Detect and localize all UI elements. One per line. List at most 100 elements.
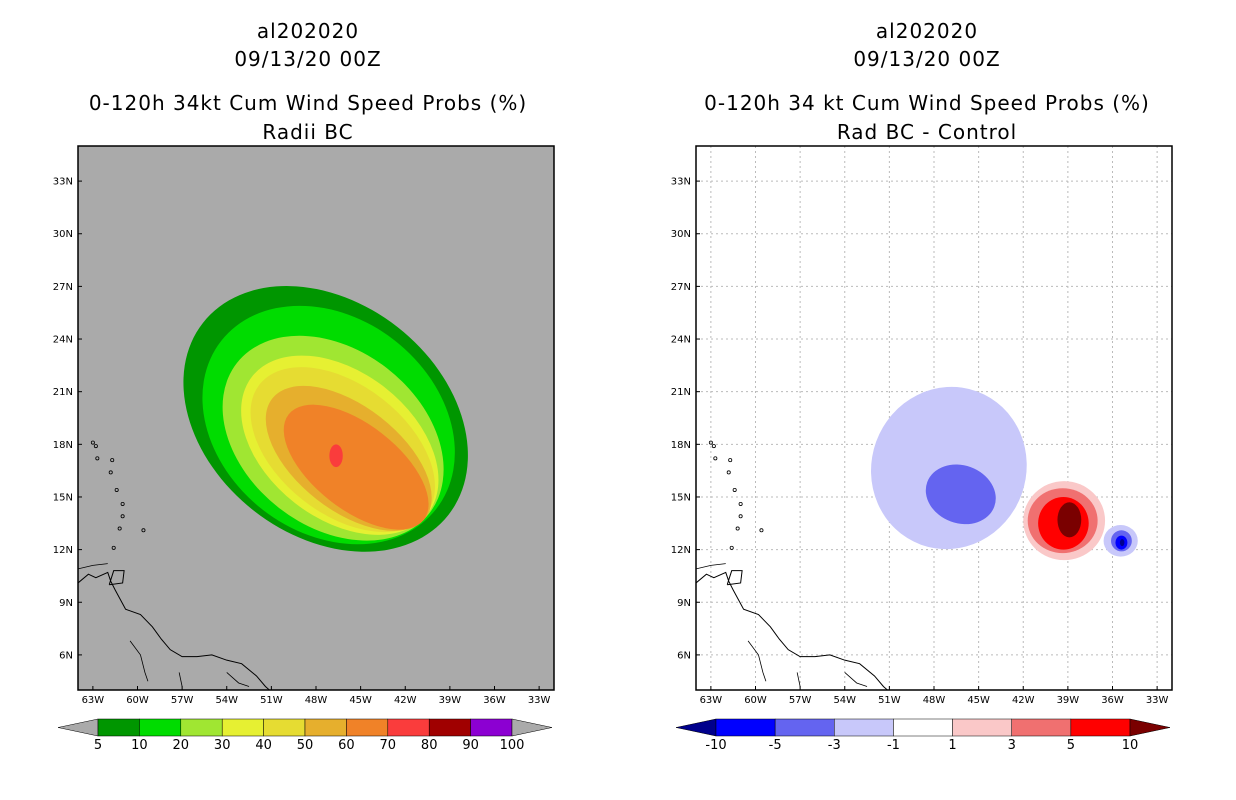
right-colorbar-label: 10 xyxy=(1122,738,1139,753)
left-colorbar-label: 60 xyxy=(338,738,355,753)
left-border-line xyxy=(129,640,149,682)
left-contour-60 xyxy=(283,404,429,530)
right-title-date: 09/13/20 00Z xyxy=(853,47,1001,71)
right-coastline-trinidad xyxy=(726,570,743,586)
left-border-line xyxy=(226,672,250,687)
right-contour--10 xyxy=(1119,539,1125,547)
left-island xyxy=(120,514,125,519)
right-colorbar-label: -5 xyxy=(769,738,782,753)
left-colorbar-box xyxy=(263,718,306,737)
right-colorbar-box xyxy=(1070,718,1131,737)
right-y-tick-label: 30N xyxy=(671,229,691,240)
left-island xyxy=(114,487,119,492)
left-x-tick-label: 33W xyxy=(528,695,551,706)
left-y-tick-label: 24N xyxy=(53,335,73,346)
right-colorbar-label: -3 xyxy=(828,738,841,753)
left-title-subtitle: Radii BC xyxy=(262,120,354,144)
left-colorbar-label: 40 xyxy=(255,738,272,753)
left-x-tick-label: 57W xyxy=(171,695,194,706)
left-x-tick-label: 45W xyxy=(349,695,372,706)
left-island xyxy=(111,545,116,550)
right-island xyxy=(726,470,731,475)
left-colorbar-box xyxy=(180,718,223,737)
right-colorbar-label: 5 xyxy=(1067,738,1075,753)
left-x-tick-label: 54W xyxy=(215,695,238,706)
right-title-storm-id: al202020 xyxy=(875,19,979,43)
right-y-tick-label: 33N xyxy=(671,177,691,188)
right-colorbar-label: 3 xyxy=(1008,738,1016,753)
right-colorbar-box xyxy=(952,718,1012,737)
right-colorbar-label: -10 xyxy=(705,738,726,753)
right-x-tick-label: 60W xyxy=(744,695,767,706)
left-island xyxy=(90,440,95,445)
left-title-storm-id: al202020 xyxy=(256,19,360,43)
left-colorbar-box xyxy=(139,718,182,737)
right-coastline-south-america xyxy=(696,571,889,690)
left-x-tick-label: 39W xyxy=(439,695,462,706)
right-colorbar-arrow-right xyxy=(1129,718,1171,737)
right-y-tick-label: 9N xyxy=(677,598,691,609)
left-y-tick-label: 6N xyxy=(59,650,73,661)
right-island xyxy=(728,458,733,463)
right-title-product: 0-120h 34 kt Cum Wind Speed Probs (%) xyxy=(704,91,1150,115)
right-map-panel: 63W 60W 57W 54W 51W 48W 45W 42W 39W 36W 33W 33N 30N 2… xyxy=(671,145,1173,706)
right-title-subtitle: Rad BC - Control xyxy=(836,120,1018,144)
left-coastline-trinidad xyxy=(108,570,125,586)
left-contour-70 xyxy=(329,444,343,468)
right-colorbar-box xyxy=(893,718,953,737)
left-y-tick-label: 27N xyxy=(53,282,73,293)
left-colorbar-label: 50 xyxy=(297,738,314,753)
right-island xyxy=(735,526,740,531)
right-island xyxy=(711,444,716,449)
left-x-tick-label: 51W xyxy=(260,695,283,706)
right-y-tick-label: 18N xyxy=(671,440,691,451)
left-colorbar-box xyxy=(221,718,264,737)
right-y-tick-label: 12N xyxy=(671,545,691,556)
right-island xyxy=(708,440,713,445)
right-x-tick-label: 63W xyxy=(700,695,723,706)
right-colorbar-box xyxy=(715,718,776,737)
left-island xyxy=(95,456,100,461)
left-coastline-north xyxy=(78,563,108,570)
left-island xyxy=(108,470,113,475)
left-colorbar-label: 10 xyxy=(131,738,148,753)
right-x-tick-label: 57W xyxy=(789,695,812,706)
right-y-tick-label: 24N xyxy=(671,335,691,346)
left-map-panel: 63W 60W 57W 54W 51W 48W 45W 42W 39W 36W 33W 33N 30N 2… xyxy=(53,145,555,706)
left-y-tick-label: 12N xyxy=(53,545,73,556)
right-contour--3 xyxy=(925,464,996,525)
left-colorbar-arrow-left xyxy=(57,718,99,737)
right-colorbar-label: -1 xyxy=(887,738,900,753)
right-x-tick-label: 48W xyxy=(923,695,946,706)
right-x-tick-label: 51W xyxy=(878,695,901,706)
left-border-line xyxy=(178,672,183,687)
left-x-tick-label: 60W xyxy=(126,695,149,706)
right-y-tick-label: 27N xyxy=(671,282,691,293)
left-colorbar: 5 10 20 30 40 50 60 70 80 90 100 xyxy=(57,718,553,753)
left-y-tick-label: 18N xyxy=(53,440,73,451)
left-title-product: 0-120h 34kt Cum Wind Speed Probs (%) xyxy=(88,91,528,115)
right-x-tick-label: 54W xyxy=(833,695,856,706)
right-island xyxy=(732,487,737,492)
left-colorbar-label: 5 xyxy=(94,738,102,753)
left-colorbar-arrow-right xyxy=(511,718,553,737)
left-colorbar-label: 90 xyxy=(462,738,479,753)
right-x-tick-label: 42W xyxy=(1012,695,1035,706)
right-island xyxy=(738,501,743,506)
right-colorbar-box xyxy=(774,718,835,737)
left-colorbar-box xyxy=(346,718,389,737)
right-border-line xyxy=(796,672,801,687)
left-colorbar-label: 20 xyxy=(173,738,190,753)
right-y-tick-label: 6N xyxy=(677,650,691,661)
left-island xyxy=(141,528,146,533)
right-colorbar: -10 -5 -3 -1 1 3 5 10 xyxy=(675,718,1171,753)
left-island xyxy=(120,501,125,506)
right-x-tick-label: 33W xyxy=(1146,695,1169,706)
right-island xyxy=(713,456,718,461)
left-colorbar-box xyxy=(304,718,347,737)
right-y-tick-label: 21N xyxy=(671,387,691,398)
left-y-tick-label: 30N xyxy=(53,229,73,240)
right-island xyxy=(738,514,743,519)
right-island xyxy=(759,528,764,533)
left-island xyxy=(117,526,122,531)
